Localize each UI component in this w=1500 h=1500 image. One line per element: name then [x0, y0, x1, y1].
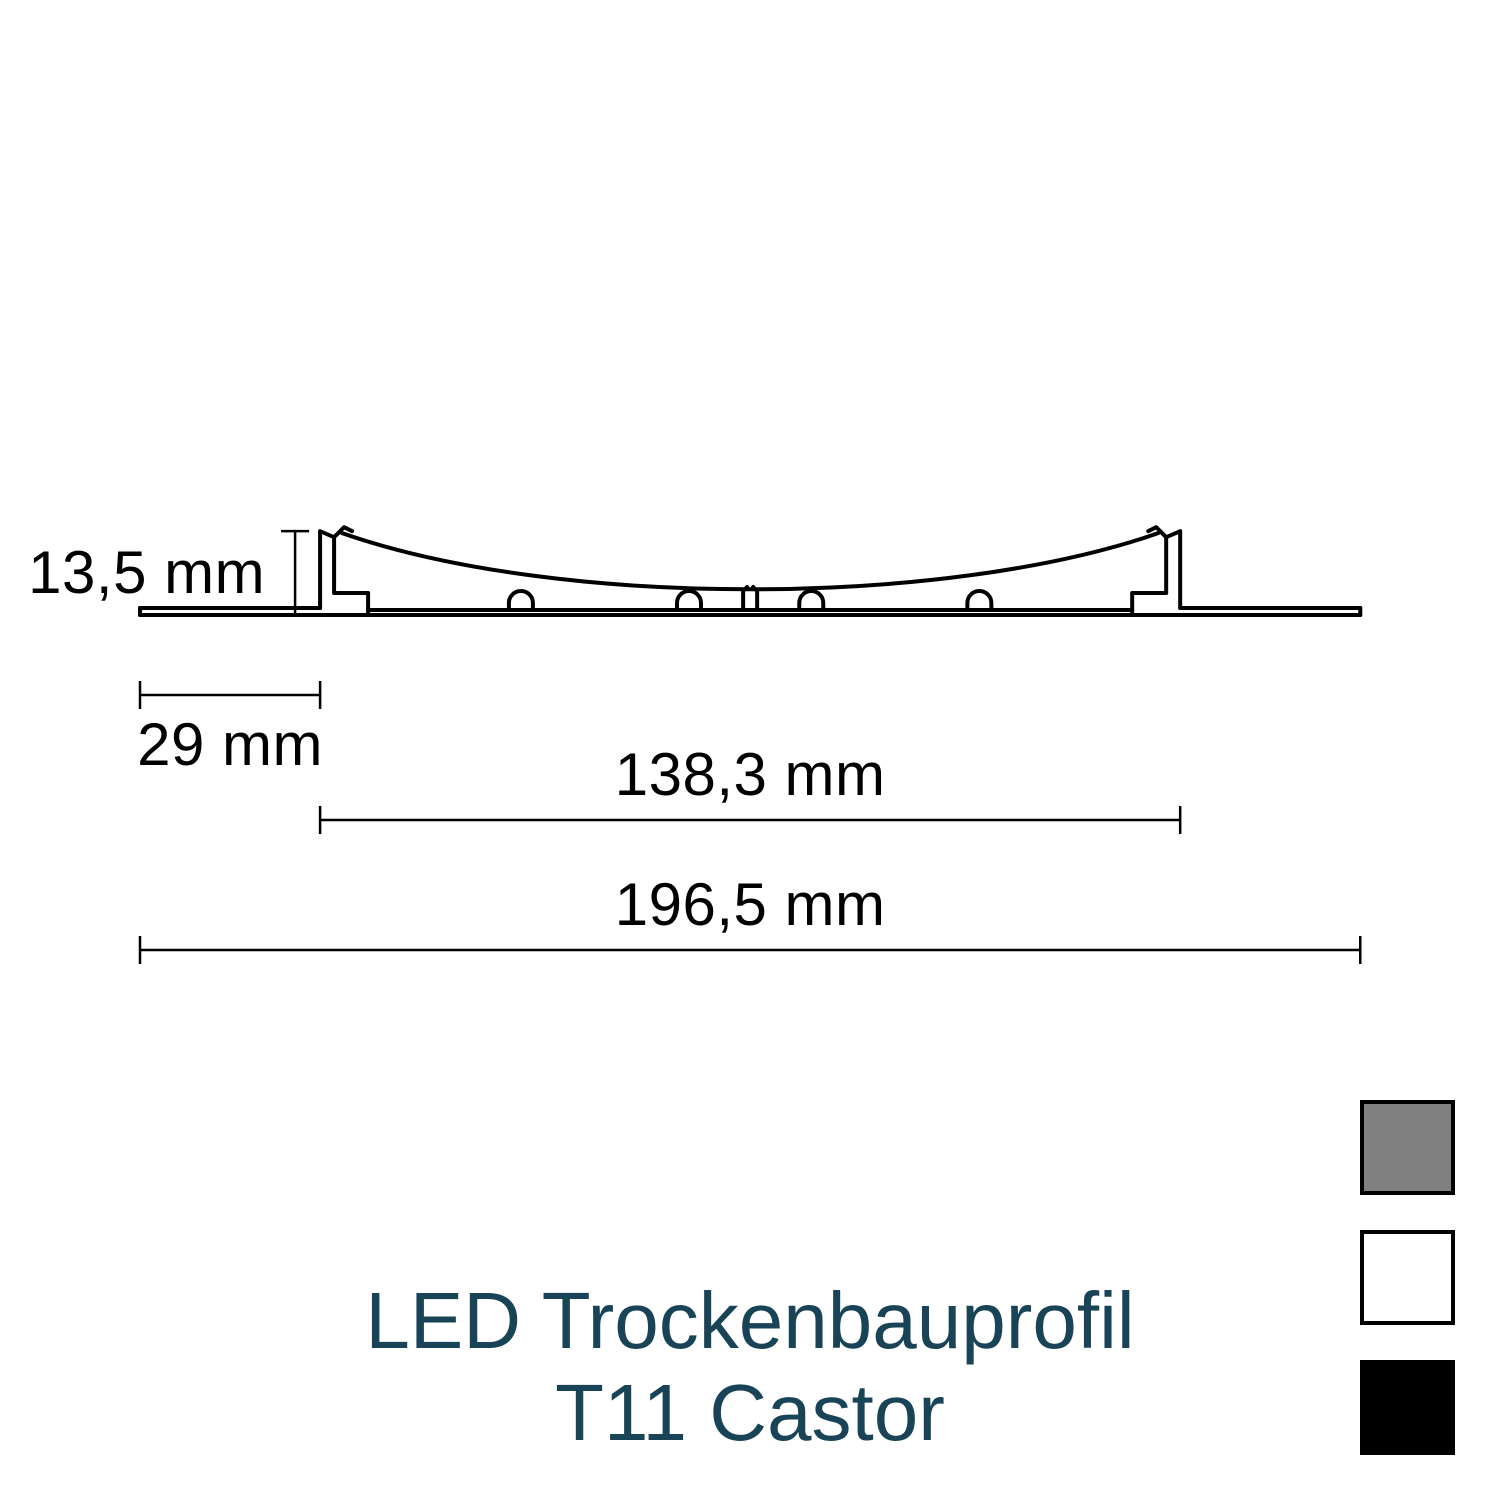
color-swatch	[1360, 1230, 1455, 1325]
title-line-1: LED Trockenbauprofil	[0, 1275, 1500, 1367]
title-block: LED Trockenbauprofil T11 Castor	[0, 1275, 1500, 1459]
color-swatch	[1360, 1360, 1455, 1455]
svg-text:196,5 mm: 196,5 mm	[615, 871, 886, 938]
title-line-2: T11 Castor	[0, 1367, 1500, 1459]
diagram-stage: 13,5 mm 29 mm 138,3 mm 196,5 mm LED Trocken…	[0, 0, 1500, 1500]
svg-text:13,5 mm: 13,5 mm	[28, 539, 265, 606]
svg-text:29 mm: 29 mm	[137, 711, 323, 778]
color-swatch	[1360, 1100, 1455, 1195]
svg-text:138,3 mm: 138,3 mm	[615, 741, 886, 808]
